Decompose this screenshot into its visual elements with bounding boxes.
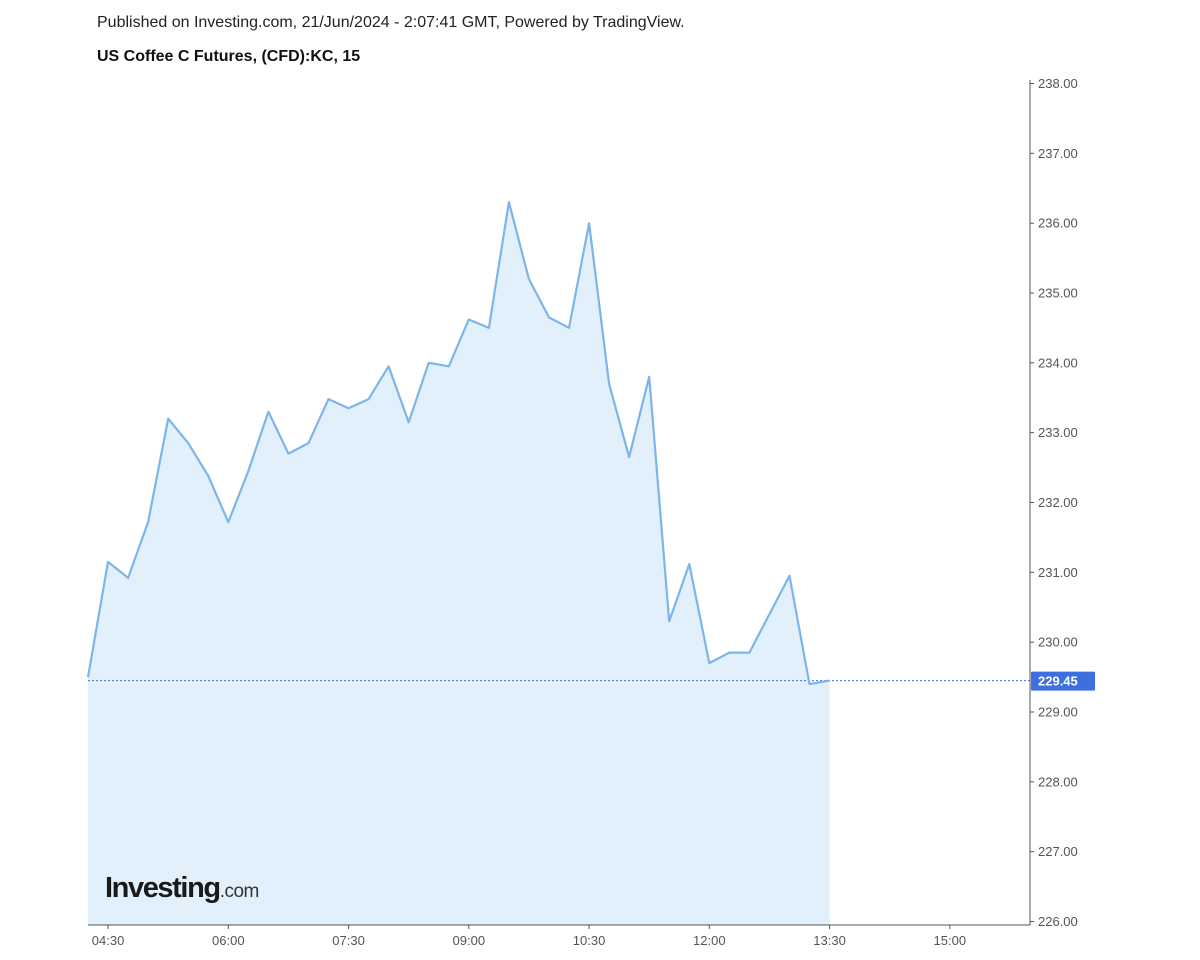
x-tick-label: 15:00 bbox=[934, 933, 967, 948]
data-point-06:15[interactable] bbox=[246, 469, 250, 473]
x-tick-label: 10:30 bbox=[573, 933, 606, 948]
last-price-label: 229.45 bbox=[1038, 674, 1078, 689]
data-point-08:30[interactable] bbox=[427, 361, 431, 365]
x-tick-label: 07:30 bbox=[332, 933, 365, 948]
data-point-07:15[interactable] bbox=[327, 397, 331, 401]
data-point-06:45[interactable] bbox=[286, 452, 290, 456]
data-point-05:30[interactable] bbox=[186, 441, 190, 445]
data-point-06:00[interactable] bbox=[226, 520, 230, 524]
y-tick-label: 232.00 bbox=[1038, 495, 1078, 510]
y-tick-label: 233.00 bbox=[1038, 425, 1078, 440]
data-point-13:15[interactable] bbox=[808, 682, 812, 686]
y-tick-label: 231.00 bbox=[1038, 565, 1078, 580]
x-tick-label: 12:00 bbox=[693, 933, 726, 948]
data-point-11:15[interactable] bbox=[647, 375, 651, 379]
logo-wordmark: Investing bbox=[105, 872, 221, 904]
data-point-07:30[interactable] bbox=[347, 406, 351, 410]
investing-logo: Investing.com bbox=[105, 872, 259, 905]
data-point-05:00[interactable] bbox=[146, 520, 150, 524]
chart-title: US Coffee C Futures, (CFD):KC, 15 bbox=[97, 48, 361, 65]
y-tick-label: 228.00 bbox=[1038, 774, 1078, 789]
data-point-04:15[interactable] bbox=[86, 675, 90, 679]
x-tick-label: 09:00 bbox=[453, 933, 486, 948]
price-area-fill bbox=[88, 202, 830, 925]
data-point-07:00[interactable] bbox=[307, 441, 311, 445]
y-tick-label: 227.00 bbox=[1038, 844, 1078, 859]
data-point-08:45[interactable] bbox=[447, 364, 451, 368]
data-point-07:45[interactable] bbox=[367, 397, 371, 401]
data-point-08:00[interactable] bbox=[387, 364, 391, 368]
y-tick-label: 237.00 bbox=[1038, 146, 1078, 161]
data-point-10:30[interactable] bbox=[587, 221, 591, 225]
data-point-12:30[interactable] bbox=[747, 651, 751, 655]
data-point-12:45[interactable] bbox=[767, 612, 771, 616]
published-info: Published on Investing.com, 21/Jun/2024 … bbox=[97, 14, 685, 31]
data-point-09:15[interactable] bbox=[487, 326, 491, 330]
data-point-04:30[interactable] bbox=[106, 560, 110, 564]
y-tick-label: 236.00 bbox=[1038, 216, 1078, 231]
data-point-05:45[interactable] bbox=[206, 474, 210, 478]
y-tick-label: 238.00 bbox=[1038, 76, 1078, 91]
y-tick-label: 226.00 bbox=[1038, 914, 1078, 929]
x-tick-label: 06:00 bbox=[212, 933, 245, 948]
data-point-12:15[interactable] bbox=[727, 651, 731, 655]
data-point-06:30[interactable] bbox=[266, 410, 270, 414]
data-point-11:45[interactable] bbox=[687, 562, 691, 566]
data-point-08:15[interactable] bbox=[407, 420, 411, 424]
data-point-12:00[interactable] bbox=[707, 661, 711, 665]
y-tick-label: 230.00 bbox=[1038, 635, 1078, 650]
y-tick-label: 234.00 bbox=[1038, 355, 1078, 370]
price-line[interactable] bbox=[86, 201, 830, 686]
x-tick-label: 04:30 bbox=[92, 933, 125, 948]
y-tick-label: 235.00 bbox=[1038, 285, 1078, 300]
data-point-09:30[interactable] bbox=[507, 200, 511, 204]
data-point-13:30[interactable] bbox=[828, 679, 832, 683]
data-point-11:30[interactable] bbox=[667, 619, 671, 623]
data-point-10:15[interactable] bbox=[567, 326, 571, 330]
y-tick-label: 229.00 bbox=[1038, 705, 1078, 720]
data-point-13:00[interactable] bbox=[788, 574, 792, 578]
data-point-11:00[interactable] bbox=[627, 455, 631, 459]
data-point-10:45[interactable] bbox=[607, 382, 611, 386]
data-point-04:45[interactable] bbox=[126, 576, 130, 580]
data-point-09:00[interactable] bbox=[467, 318, 471, 322]
logo-suffix: .com bbox=[219, 881, 260, 902]
data-point-05:15[interactable] bbox=[166, 417, 170, 421]
last-price-badge bbox=[1031, 671, 1095, 691]
data-point-10:00[interactable] bbox=[547, 315, 551, 319]
data-point-09:45[interactable] bbox=[527, 277, 531, 281]
x-tick-label: 13:30 bbox=[813, 933, 846, 948]
